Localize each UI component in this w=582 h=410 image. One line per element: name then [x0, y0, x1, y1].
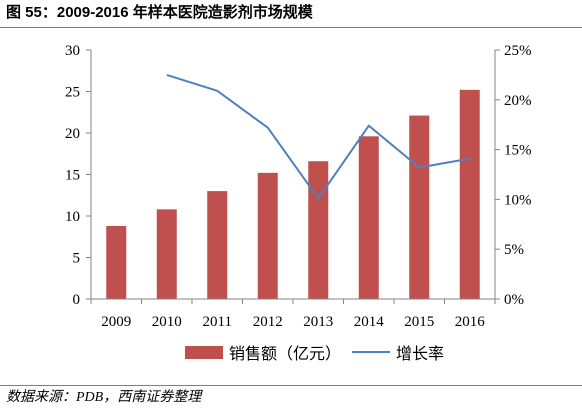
legend-item-growth: 增长率: [352, 340, 444, 364]
x-tick-label: 2016: [455, 314, 486, 330]
left-tick-label: 5: [73, 251, 81, 267]
legend-bar-swatch: [185, 345, 223, 359]
left-tick-label: 0: [73, 292, 81, 308]
bar-2015: [409, 115, 430, 299]
x-tick-label: 2010: [152, 314, 182, 330]
left-tick-label: 25: [65, 85, 80, 101]
right-tick-label: 5%: [504, 242, 524, 258]
left-tick-label: 10: [65, 209, 80, 225]
chart-plot: 0 5 10 15 20 25 30 0% 5% 10% 15% 20% 25% 2009 2010 2011…: [65, 43, 532, 330]
title-divider: [0, 27, 582, 28]
x-tick-label: 2012: [253, 314, 283, 330]
bar-2013: [308, 161, 329, 299]
chart-legend: 销售额（亿元） 增长率: [0, 340, 582, 364]
bar-2012: [257, 172, 278, 299]
legend-label-growth: 增长率: [396, 346, 445, 363]
bar-2014: [358, 136, 379, 299]
x-tick-label: 2013: [303, 314, 333, 330]
bar-2011: [207, 191, 228, 299]
right-tick-label: 10%: [504, 192, 532, 208]
x-tick-label: 2014: [354, 314, 385, 330]
source-note: 数据来源：PDB，西南证券整理: [6, 390, 202, 405]
bar-2009: [106, 225, 127, 299]
bar-2016: [459, 89, 480, 299]
source-divider: [0, 385, 582, 386]
left-tick-label: 20: [65, 126, 80, 142]
legend-label-sales: 销售额（亿元）: [229, 346, 342, 363]
right-tick-label: 25%: [504, 43, 532, 59]
x-tick-label: 2015: [404, 314, 434, 330]
figure-title: 图 55：2009-2016 年样本医院造影剂市场规模: [6, 4, 313, 21]
growth-rate-line: [166, 73, 470, 200]
x-tick-label: 2009: [101, 314, 131, 330]
right-tick-label: 20%: [504, 93, 532, 109]
right-tick-label: 15%: [504, 143, 532, 159]
left-tick-label: 30: [65, 43, 80, 59]
legend-item-sales: 销售额（亿元）: [185, 340, 341, 364]
right-tick-label: 0%: [504, 292, 524, 308]
legend-line-swatch: [352, 351, 390, 353]
left-tick-label: 15: [65, 168, 80, 184]
bar-2010: [156, 209, 177, 299]
x-tick-label: 2011: [203, 314, 232, 330]
